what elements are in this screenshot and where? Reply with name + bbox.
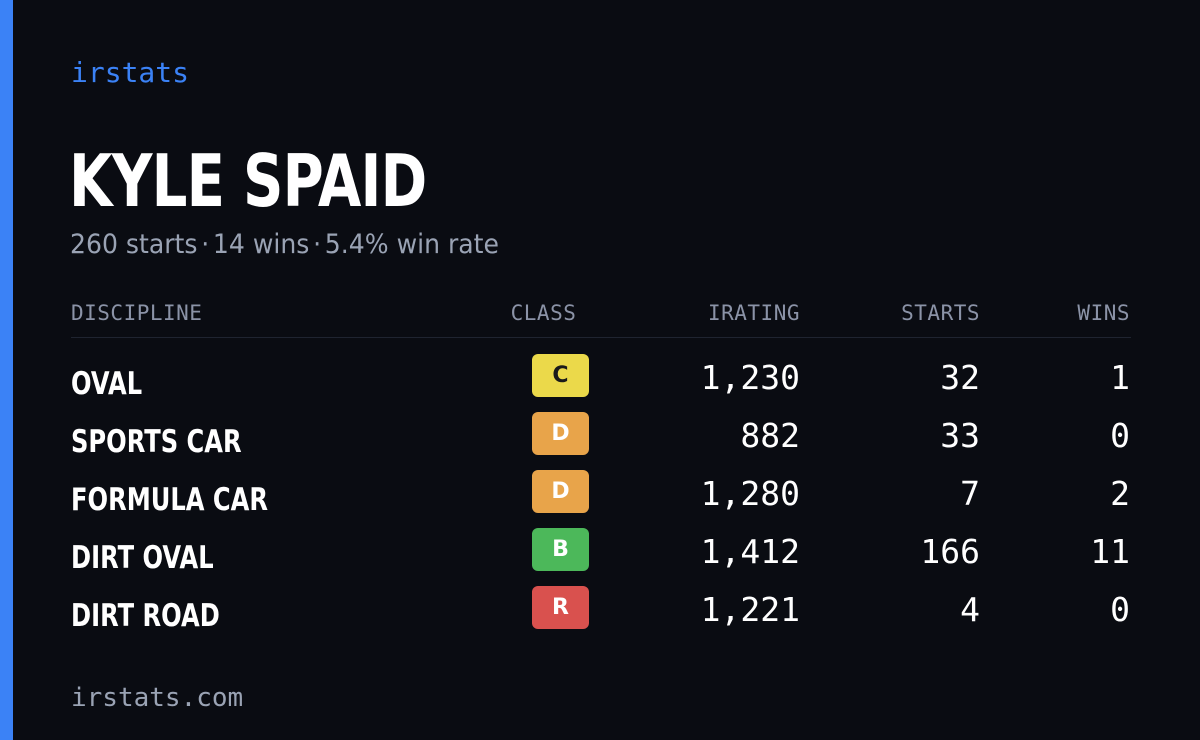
license-class-badge: R [532,586,589,629]
starts-value: 7 [960,474,980,513]
discipline-name: FORMULA CAR [71,482,269,518]
license-class-badge: B [532,528,589,571]
column-header-starts: STARTS [901,301,980,325]
license-class-badge: D [532,412,589,455]
irating-value: 882 [740,416,800,455]
table-row: OVAL C 1,230 32 1 [71,352,1131,410]
wins-value: 2 [1110,474,1130,513]
starts-value: 33 [940,416,980,455]
discipline-name: DIRT OVAL [71,540,214,576]
irating-value: 1,230 [700,358,800,397]
table-row: DIRT OVAL B 1,412 166 11 [71,526,1131,584]
license-class-badge: C [532,354,589,397]
header-divider [71,337,1131,338]
footer-url[interactable]: irstats.com [71,683,244,713]
starts-summary: 260 starts [70,229,198,260]
irating-value: 1,412 [700,532,800,571]
wins-value: 1 [1110,358,1130,397]
brand-logo: irstats [71,56,190,89]
column-header-irating: IRATING [707,301,800,325]
table-header: DISCIPLINE CLASS IRATING STARTS WINS [71,298,1131,328]
win-rate-summary: 5.4% win rate [324,229,499,260]
separator: · [313,229,322,260]
discipline-name: SPORTS CAR [71,424,242,460]
discipline-name: OVAL [71,366,143,402]
license-class-badge: D [532,470,589,513]
wins-value: 0 [1110,590,1130,629]
separator: · [201,229,210,260]
table-row: FORMULA CAR D 1,280 7 2 [71,468,1131,526]
player-name: KYLE SPAID [69,139,427,223]
wins-value: 0 [1110,416,1130,455]
discipline-table: OVAL C 1,230 32 1 SPORTS CAR D 882 33 0 … [71,352,1131,642]
column-header-wins: WINS [1077,301,1130,325]
column-header-discipline: DISCIPLINE [71,301,203,325]
player-summary: 260 starts · 14 wins · 5.4% win rate [70,228,499,262]
wins-summary: 14 wins [212,229,310,260]
irating-value: 1,280 [700,474,800,513]
starts-value: 32 [940,358,980,397]
discipline-name: DIRT ROAD [71,598,220,634]
wins-value: 11 [1090,532,1130,571]
accent-bar [0,0,13,740]
column-header-class: CLASS [510,301,577,325]
table-row: DIRT ROAD R 1,221 4 0 [71,584,1131,642]
irating-value: 1,221 [700,590,800,629]
starts-value: 4 [960,590,980,629]
starts-value: 166 [920,532,980,571]
table-row: SPORTS CAR D 882 33 0 [71,410,1131,468]
